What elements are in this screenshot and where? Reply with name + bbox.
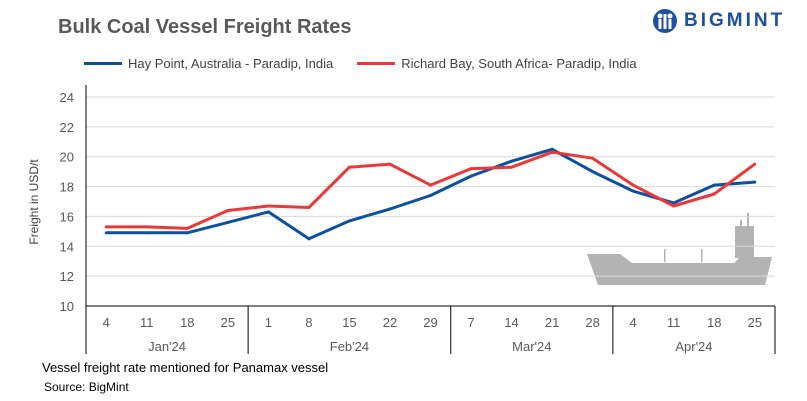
y-tick-label: 20 bbox=[60, 150, 74, 165]
data-point bbox=[510, 159, 514, 163]
data-point bbox=[185, 231, 189, 235]
data-point bbox=[307, 205, 311, 209]
x-tick-label: 28 bbox=[585, 315, 599, 330]
data-point bbox=[672, 204, 676, 208]
month-label: Feb'24 bbox=[330, 339, 369, 354]
x-tick-label: 14 bbox=[504, 315, 518, 330]
data-point bbox=[672, 201, 676, 205]
legend-label: Hay Point, Australia - Paradip, India bbox=[128, 56, 334, 71]
x-tick-label: 8 bbox=[305, 315, 312, 330]
data-point bbox=[104, 225, 108, 229]
footnote: Vessel freight rate mentioned for Panama… bbox=[42, 360, 329, 375]
y-tick-label: 22 bbox=[60, 120, 74, 135]
data-point bbox=[591, 156, 595, 160]
data-point bbox=[307, 237, 311, 241]
x-tick-label: 11 bbox=[667, 315, 681, 330]
x-tick-label: 18 bbox=[180, 315, 194, 330]
data-point bbox=[266, 210, 270, 214]
source-note: Source: BigMint bbox=[44, 380, 129, 394]
x-tick-label: 18 bbox=[707, 315, 721, 330]
data-point bbox=[631, 183, 635, 187]
logo-icon bbox=[653, 9, 677, 33]
data-point bbox=[550, 147, 554, 151]
y-tick-label: 18 bbox=[60, 180, 74, 195]
data-point bbox=[347, 165, 351, 169]
month-label: Mar'24 bbox=[512, 339, 551, 354]
x-tick-label: 4 bbox=[103, 315, 110, 330]
month-label: Jan'24 bbox=[148, 339, 186, 354]
data-point bbox=[226, 220, 230, 224]
data-point bbox=[550, 150, 554, 154]
data-point bbox=[145, 225, 149, 229]
month-label: Apr'24 bbox=[675, 339, 712, 354]
data-point bbox=[591, 170, 595, 174]
legend-item-richard-bay: Richard Bay, South Africa- Paradip, Indi… bbox=[357, 56, 637, 71]
data-point bbox=[712, 192, 716, 196]
x-tick-label: 15 bbox=[342, 315, 356, 330]
y-tick-label: 24 bbox=[60, 90, 74, 105]
data-point bbox=[753, 162, 757, 166]
x-tick-label: 11 bbox=[140, 315, 154, 330]
legend-item-hay-point: Hay Point, Australia - Paradip, India bbox=[84, 56, 333, 71]
data-point bbox=[104, 231, 108, 235]
x-tick-label: 22 bbox=[383, 315, 397, 330]
x-tick-label: 1 bbox=[265, 315, 272, 330]
bigmint-logo: BIGMINT bbox=[652, 8, 785, 34]
data-point bbox=[429, 194, 432, 198]
x-tick-label: 29 bbox=[423, 315, 437, 330]
y-tick-label: 14 bbox=[60, 239, 74, 254]
x-tick-label: 25 bbox=[221, 315, 235, 330]
x-tick-label: 7 bbox=[467, 315, 474, 330]
data-point bbox=[712, 183, 716, 187]
y-axis-label: Freight in USD/t bbox=[27, 159, 41, 245]
data-point bbox=[347, 219, 351, 223]
y-tick-label: 12 bbox=[60, 269, 74, 284]
data-point bbox=[753, 180, 757, 184]
data-point bbox=[226, 208, 230, 212]
y-tick-label: 16 bbox=[60, 209, 74, 224]
x-tick-label: 21 bbox=[545, 315, 559, 330]
ship-icon bbox=[587, 213, 772, 285]
logo-text: BIGMINT bbox=[684, 10, 786, 31]
legend-swatch bbox=[84, 62, 122, 65]
data-point bbox=[631, 189, 635, 193]
data-point bbox=[510, 165, 514, 169]
legend: Hay Point, Australia - Paradip, India Ri… bbox=[84, 56, 637, 71]
chart-title: Bulk Coal Vessel Freight Rates bbox=[58, 16, 352, 38]
data-point bbox=[469, 167, 473, 171]
data-point bbox=[388, 162, 392, 166]
data-point bbox=[429, 183, 432, 187]
series-line-richard-bay bbox=[106, 150, 756, 230]
data-point bbox=[145, 231, 149, 235]
x-tick-label: 25 bbox=[748, 315, 762, 330]
x-tick-label: 4 bbox=[630, 315, 637, 330]
y-tick-label: 10 bbox=[60, 299, 74, 314]
data-point bbox=[469, 174, 473, 178]
legend-swatch bbox=[357, 62, 396, 65]
data-point bbox=[185, 226, 189, 230]
data-point bbox=[388, 207, 392, 211]
data-point bbox=[266, 204, 270, 208]
legend-label: Richard Bay, South Africa- Paradip, Indi… bbox=[401, 56, 637, 71]
